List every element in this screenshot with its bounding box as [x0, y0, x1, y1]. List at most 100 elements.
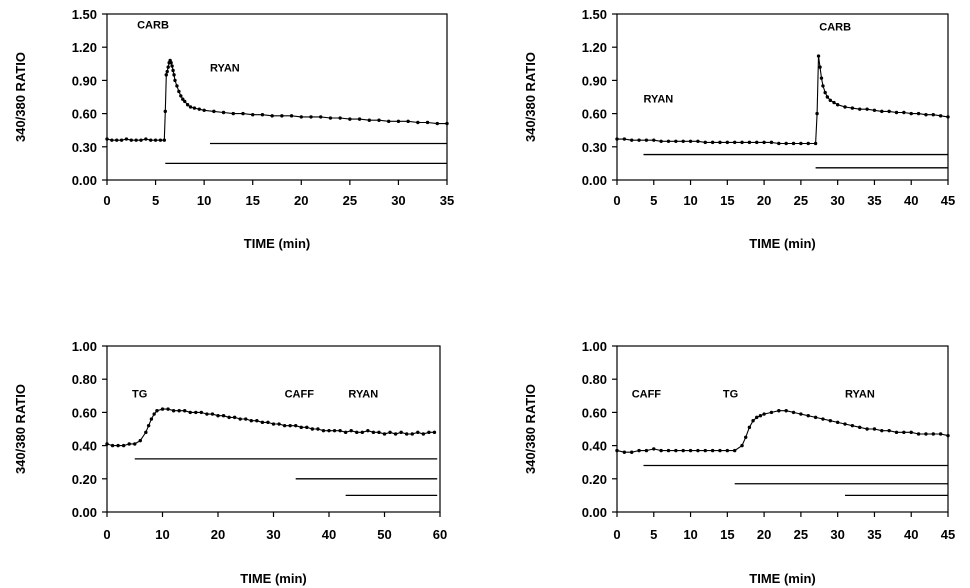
x-axis-title: TIME (min) [244, 236, 310, 251]
y-tick-label: 0.80 [582, 372, 607, 387]
data-point [622, 137, 627, 141]
data-point [171, 68, 175, 73]
data-point [769, 410, 774, 415]
data-point [762, 412, 766, 416]
data-point [758, 414, 763, 418]
data-point [674, 139, 678, 143]
x-tick-label: 0 [103, 193, 110, 208]
data-point [769, 140, 774, 145]
data-point [865, 107, 869, 111]
data-point [652, 447, 656, 451]
x-tick-label: 10 [197, 193, 211, 208]
data-point [310, 427, 315, 431]
data-point [338, 428, 342, 433]
data-point [216, 414, 220, 418]
data-point [133, 442, 137, 446]
data-point [405, 432, 409, 436]
data-point [149, 417, 154, 421]
y-tick-label: 0.90 [72, 73, 97, 88]
data-point [343, 430, 348, 435]
data-point [825, 95, 830, 99]
data-point [880, 428, 884, 433]
data-point [747, 425, 752, 430]
data-point [357, 117, 362, 121]
data-point [799, 412, 803, 416]
data-point [637, 448, 641, 453]
data-point [732, 140, 737, 145]
chart-panel-bottom-right: 0 5 10 15 20 25 30 35 40 45 0.00 0.20 0.40 0.60 0.80 1.… [523, 339, 955, 586]
data-point [659, 139, 663, 143]
data-point [806, 141, 810, 146]
data-point [212, 109, 216, 114]
data-point [813, 141, 818, 146]
data-point [688, 139, 693, 143]
data-point [652, 138, 656, 142]
data-point [615, 137, 619, 141]
data-point [116, 443, 120, 448]
data-point [894, 430, 899, 435]
x-tick-label: 15 [245, 193, 259, 208]
annotation-label: TG [723, 388, 738, 400]
y-tick-label: 1.00 [72, 339, 97, 354]
y-tick-label: 0.00 [582, 505, 607, 520]
x-tick-label: 30 [830, 193, 844, 208]
data-point [328, 116, 333, 120]
data-point [305, 425, 309, 430]
y-tick-label: 0.60 [582, 405, 607, 420]
data-point [416, 120, 420, 125]
data-point [865, 427, 869, 431]
data-point [445, 121, 449, 126]
data-point [894, 110, 899, 115]
data-point [158, 138, 163, 142]
data-point [791, 141, 796, 146]
x-tick-label: 15 [720, 527, 734, 542]
y-tick-label: 0.80 [72, 372, 97, 387]
data-point [115, 138, 119, 142]
y-axis-title: 340/380 RATIO [523, 52, 538, 142]
data-point [177, 409, 181, 413]
data-point [696, 448, 700, 453]
data-point [382, 432, 387, 436]
data-point [197, 107, 201, 111]
data-point [127, 442, 131, 446]
plot-frame [616, 345, 949, 513]
data-point [938, 432, 943, 436]
y-tick-label: 0.60 [582, 107, 607, 122]
data-point [681, 139, 685, 143]
x-tick-label: 30 [830, 527, 844, 542]
data-point [152, 412, 156, 416]
data-point [681, 448, 685, 453]
data-point [227, 415, 231, 420]
y-axis-title: 340/380 RATIO [13, 52, 28, 142]
data-point [843, 105, 847, 109]
data-point [644, 448, 649, 453]
data-point [835, 420, 840, 425]
data-point [819, 76, 824, 80]
data-point [183, 99, 187, 104]
x-tick-label: 5 [650, 193, 657, 208]
data-point [880, 109, 884, 114]
data-point [755, 140, 759, 145]
annotation-label: CARB [137, 19, 169, 31]
data-point [725, 140, 730, 145]
data-point [946, 115, 950, 119]
chart-panel-top-right: 0 5 10 15 20 25 30 35 40 45 0.00 0.30 0.60 0.90 1.20 1.… [523, 7, 955, 251]
data-point [185, 103, 190, 107]
y-tick-label: 1.00 [582, 339, 607, 354]
data-point [816, 54, 821, 58]
data-point [744, 435, 748, 439]
y-tick-label: 1.50 [582, 7, 607, 22]
data-point [931, 113, 935, 117]
data-point [688, 448, 693, 453]
y-axis-title: 340/380 RATIO [13, 384, 28, 474]
annotation-label: TG [132, 388, 147, 400]
data-point [173, 78, 177, 83]
data-point [832, 100, 836, 105]
data-point [432, 430, 437, 435]
data-point [321, 428, 326, 433]
y-tick-label: 1.20 [582, 40, 607, 55]
data-point [149, 138, 153, 142]
data-point [421, 432, 426, 436]
data-point [751, 419, 755, 423]
data-point [725, 448, 730, 453]
